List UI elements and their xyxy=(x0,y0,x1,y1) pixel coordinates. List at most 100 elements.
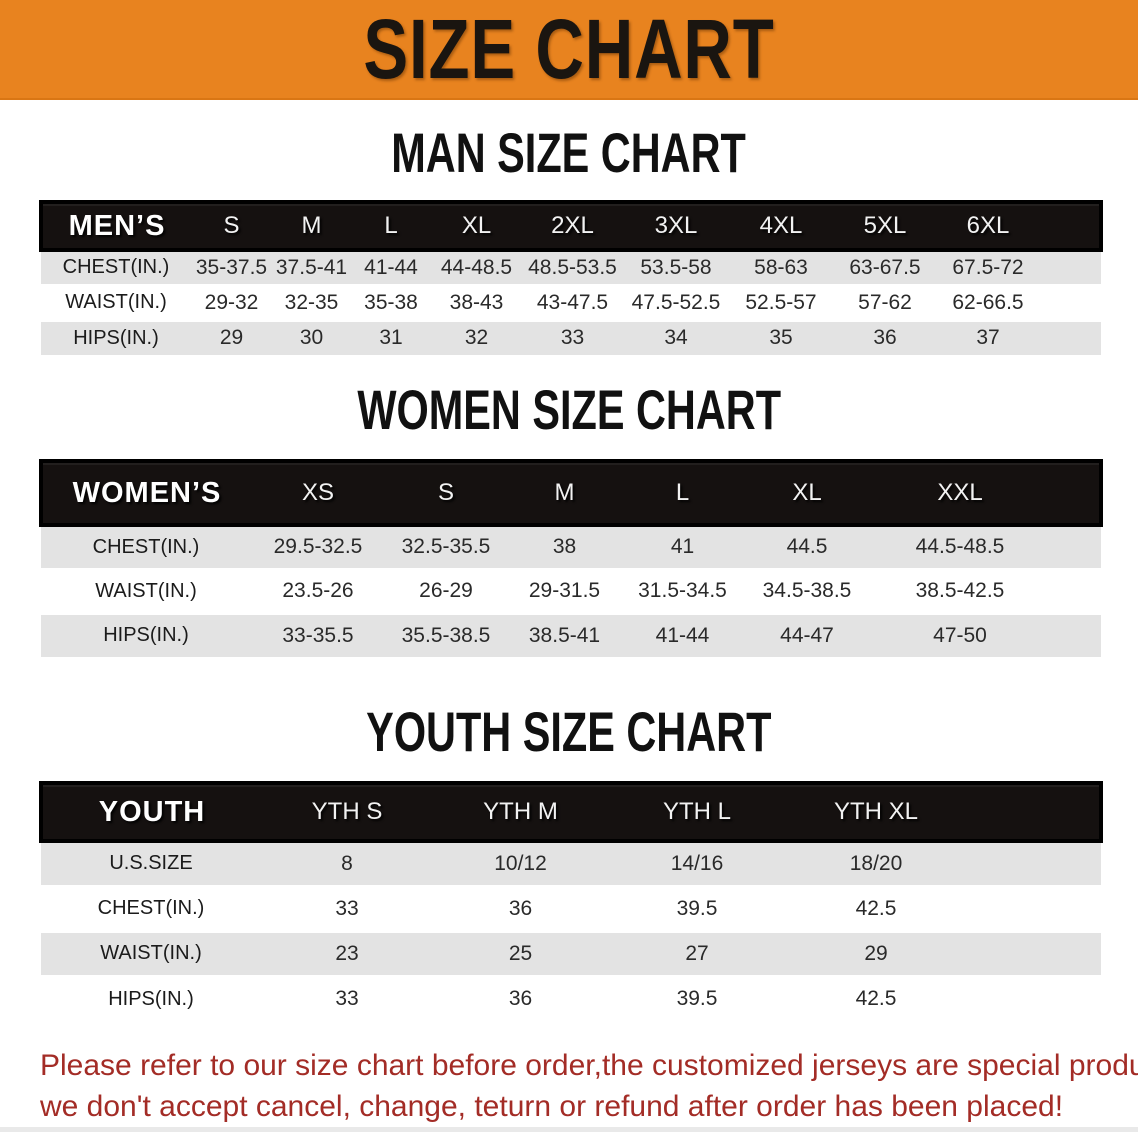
men-measurement-cell: 58-63 xyxy=(729,248,833,285)
youth-row-hipsin: HIPS(IN.) 33 36 39.5 42.5 xyxy=(41,974,1101,1021)
men-size-chart-heading: MAN SIZE CHART xyxy=(0,124,1138,182)
women-measurement-cell: 44-47 xyxy=(743,611,871,657)
men-size-column-m: M xyxy=(272,200,351,252)
women-measurement-cell: 29.5-32.5 xyxy=(251,523,385,569)
men-size-column-3xl: 3XL xyxy=(623,200,729,252)
men-measurement-cell: 62-66.5 xyxy=(937,283,1039,320)
youth-row-label: U.S.SIZE xyxy=(41,839,261,886)
women-row-filler xyxy=(1049,567,1101,613)
women-measurement-cell: 38.5-42.5 xyxy=(871,567,1049,613)
men-size-table: MEN’S S M L XL 2XL 3XL 4XL 5XL 6XL CHEST(IN.) 35-37… xyxy=(39,200,1103,355)
youth-group-label: YOUTH xyxy=(39,781,261,843)
youth-row-chestin: CHEST(IN.) 33 36 39.5 42.5 xyxy=(41,884,1101,931)
men-row-label: WAIST(IN.) xyxy=(41,283,191,320)
women-row-label: HIPS(IN.) xyxy=(41,611,251,657)
men-measurement-cell: 48.5-53.5 xyxy=(522,248,623,285)
women-measurement-cell: 41-44 xyxy=(622,611,743,657)
men-size-column-l: L xyxy=(351,200,431,252)
section-women-size-chart: WOMEN SIZE CHART WOMEN’S XS S M L XL XXL CHEST(I… xyxy=(0,381,1138,657)
section-men-size-chart: MAN SIZE CHART MEN’S S M L XL 2XL 3XL 4XL 5XL 6XL C… xyxy=(0,124,1138,355)
youth-row-label: CHEST(IN.) xyxy=(41,884,261,931)
youth-row-ussize: U.S.SIZE 8 10/12 14/16 18/20 xyxy=(41,839,1101,886)
youth-header-row: YOUTH YTH S YTH M YTH L YTH XL xyxy=(39,781,1103,843)
disclaimer: Please refer to our size chart before or… xyxy=(40,1045,1138,1127)
youth-measurement-cell: 42.5 xyxy=(786,884,966,931)
men-size-column-xl: XL xyxy=(431,200,522,252)
men-measurement-cell: 63-67.5 xyxy=(833,248,937,285)
men-measurement-cell: 36 xyxy=(833,318,937,355)
youth-measurement-cell: 8 xyxy=(261,839,433,886)
youth-measurement-cell: 27 xyxy=(608,929,786,976)
youth-size-chart-heading: YOUTH SIZE CHART xyxy=(0,703,1138,761)
men-size-column-6xl: 6XL xyxy=(937,200,1039,252)
men-row-filler xyxy=(1039,248,1101,285)
women-measurement-cell: 29-31.5 xyxy=(507,567,622,613)
youth-row-label: HIPS(IN.) xyxy=(41,974,261,1021)
youth-measurement-cell: 42.5 xyxy=(786,974,966,1021)
youth-row-filler xyxy=(966,884,1101,931)
youth-size-table: YOUTH YTH S YTH M YTH L YTH XL U.S.SIZE 8 10/12… xyxy=(39,781,1103,1021)
men-measurement-cell: 43-47.5 xyxy=(522,283,623,320)
women-row-label: WAIST(IN.) xyxy=(41,567,251,613)
women-header-filler xyxy=(1049,459,1103,527)
men-measurement-cell: 35-37.5 xyxy=(191,248,272,285)
men-measurement-cell: 32 xyxy=(431,318,522,355)
men-measurement-cell: 31 xyxy=(351,318,431,355)
women-size-column-s: S xyxy=(385,459,507,527)
youth-measurement-cell: 39.5 xyxy=(608,884,786,931)
women-size-chart-heading: WOMEN SIZE CHART xyxy=(0,381,1138,439)
women-row-filler xyxy=(1049,523,1101,569)
youth-size-column-yth-l: YTH L xyxy=(608,781,786,843)
youth-row-filler xyxy=(966,929,1101,976)
men-row-label: HIPS(IN.) xyxy=(41,318,191,355)
men-size-chart-heading-text: MAN SIZE CHART xyxy=(391,121,747,184)
youth-measurement-cell: 39.5 xyxy=(608,974,786,1021)
youth-size-column-yth-m: YTH M xyxy=(433,781,608,843)
youth-measurement-cell: 25 xyxy=(433,929,608,976)
women-row-label: CHEST(IN.) xyxy=(41,523,251,569)
men-measurement-cell: 53.5-58 xyxy=(623,248,729,285)
men-measurement-cell: 37 xyxy=(937,318,1039,355)
youth-measurement-cell: 29 xyxy=(786,929,966,976)
youth-measurement-cell: 18/20 xyxy=(786,839,966,886)
men-size-column-2xl: 2XL xyxy=(522,200,623,252)
youth-measurement-cell: 14/16 xyxy=(608,839,786,886)
youth-row-label: WAIST(IN.) xyxy=(41,929,261,976)
men-measurement-cell: 33 xyxy=(522,318,623,355)
women-measurement-cell: 23.5-26 xyxy=(251,567,385,613)
men-row-hipsin: HIPS(IN.) 29 30 31 32 33 34 35 36 37 xyxy=(41,318,1101,355)
men-measurement-cell: 32-35 xyxy=(272,283,351,320)
men-measurement-cell: 34 xyxy=(623,318,729,355)
men-size-column-5xl: 5XL xyxy=(833,200,937,252)
bottom-edge-strip xyxy=(0,1127,1138,1132)
women-measurement-cell: 33-35.5 xyxy=(251,611,385,657)
women-row-hipsin: HIPS(IN.) 33-35.5 35.5-38.5 38.5-41 41-44 44-… xyxy=(41,611,1101,657)
men-measurement-cell: 47.5-52.5 xyxy=(623,283,729,320)
youth-measurement-cell: 33 xyxy=(261,884,433,931)
disclaimer-line-2: we don't accept cancel, change, teturn o… xyxy=(40,1090,1064,1123)
youth-measurement-cell: 10/12 xyxy=(433,839,608,886)
men-measurement-cell: 44-48.5 xyxy=(431,248,522,285)
women-measurement-cell: 47-50 xyxy=(871,611,1049,657)
men-measurement-cell: 52.5-57 xyxy=(729,283,833,320)
men-size-column-4xl: 4XL xyxy=(729,200,833,252)
men-row-filler xyxy=(1039,318,1101,355)
women-measurement-cell: 44.5 xyxy=(743,523,871,569)
men-measurement-cell: 29-32 xyxy=(191,283,272,320)
youth-size-column-yth-xl: YTH XL xyxy=(786,781,966,843)
section-youth-size-chart: YOUTH SIZE CHART YOUTH YTH S YTH M YTH L YTH … xyxy=(0,703,1138,1021)
banner: SIZE CHART xyxy=(0,0,1138,100)
men-measurement-cell: 35 xyxy=(729,318,833,355)
women-size-column-xs: XS xyxy=(251,459,385,527)
women-measurement-cell: 44.5-48.5 xyxy=(871,523,1049,569)
women-row-chestin: CHEST(IN.) 29.5-32.5 32.5-35.5 38 41 44.5 44.5… xyxy=(41,523,1101,569)
men-measurement-cell: 41-44 xyxy=(351,248,431,285)
men-measurement-cell: 37.5-41 xyxy=(272,248,351,285)
men-group-label: MEN’S xyxy=(39,200,191,252)
men-row-chestin: CHEST(IN.) 35-37.5 37.5-41 41-44 44-48.5 48.5… xyxy=(41,248,1101,285)
youth-measurement-cell: 23 xyxy=(261,929,433,976)
women-header-row: WOMEN’S XS S M L XL XXL xyxy=(39,459,1103,527)
youth-row-waistin: WAIST(IN.) 23 25 27 29 xyxy=(41,929,1101,976)
men-measurement-cell: 67.5-72 xyxy=(937,248,1039,285)
